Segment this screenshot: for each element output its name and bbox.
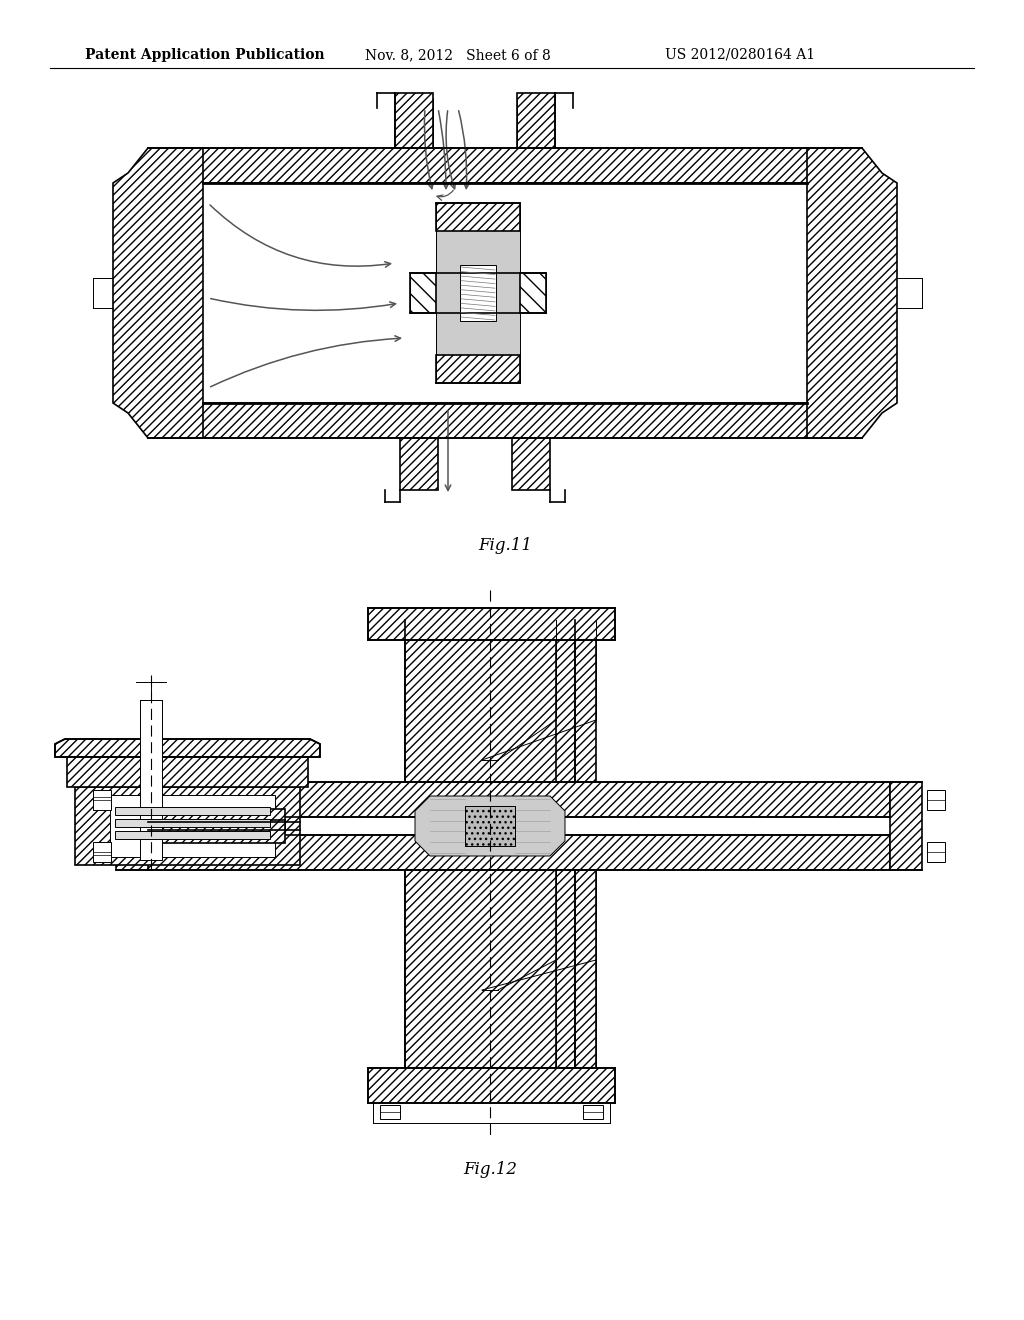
Polygon shape bbox=[395, 92, 433, 148]
Polygon shape bbox=[517, 92, 555, 148]
Text: Patent Application Publication: Patent Application Publication bbox=[85, 48, 325, 62]
Polygon shape bbox=[115, 818, 270, 828]
Polygon shape bbox=[512, 438, 550, 490]
Polygon shape bbox=[150, 820, 285, 843]
Polygon shape bbox=[406, 870, 596, 1068]
Polygon shape bbox=[140, 700, 162, 861]
Polygon shape bbox=[148, 148, 862, 183]
Polygon shape bbox=[556, 620, 575, 781]
Polygon shape bbox=[400, 438, 438, 490]
Polygon shape bbox=[75, 787, 300, 865]
Polygon shape bbox=[436, 203, 520, 231]
Polygon shape bbox=[93, 842, 111, 862]
Text: Fig.11: Fig.11 bbox=[478, 536, 532, 553]
Polygon shape bbox=[203, 183, 807, 403]
Polygon shape bbox=[115, 832, 270, 840]
Polygon shape bbox=[807, 148, 897, 438]
Polygon shape bbox=[436, 203, 520, 383]
Polygon shape bbox=[410, 273, 436, 313]
Polygon shape bbox=[67, 756, 308, 787]
Text: Fig.12: Fig.12 bbox=[463, 1162, 517, 1179]
Polygon shape bbox=[113, 148, 203, 438]
Polygon shape bbox=[368, 609, 615, 640]
Polygon shape bbox=[556, 870, 575, 1068]
Polygon shape bbox=[110, 795, 275, 857]
Polygon shape bbox=[116, 781, 148, 870]
Polygon shape bbox=[410, 273, 546, 313]
Polygon shape bbox=[465, 807, 515, 846]
Polygon shape bbox=[406, 620, 596, 781]
Polygon shape bbox=[115, 807, 270, 814]
Polygon shape bbox=[93, 789, 111, 810]
Polygon shape bbox=[380, 1105, 400, 1119]
Polygon shape bbox=[583, 1105, 603, 1119]
Text: US 2012/0280164 A1: US 2012/0280164 A1 bbox=[665, 48, 815, 62]
Polygon shape bbox=[368, 1068, 615, 1104]
Polygon shape bbox=[927, 842, 945, 862]
Polygon shape bbox=[148, 836, 890, 870]
Polygon shape bbox=[890, 781, 922, 870]
Polygon shape bbox=[150, 809, 285, 832]
Polygon shape bbox=[460, 265, 496, 321]
Polygon shape bbox=[927, 789, 945, 810]
Polygon shape bbox=[520, 273, 546, 313]
Polygon shape bbox=[415, 796, 565, 855]
Polygon shape bbox=[436, 355, 520, 383]
Polygon shape bbox=[148, 403, 862, 438]
Polygon shape bbox=[148, 781, 890, 817]
Text: Nov. 8, 2012   Sheet 6 of 8: Nov. 8, 2012 Sheet 6 of 8 bbox=[365, 48, 551, 62]
Polygon shape bbox=[465, 807, 515, 846]
Polygon shape bbox=[55, 739, 319, 756]
